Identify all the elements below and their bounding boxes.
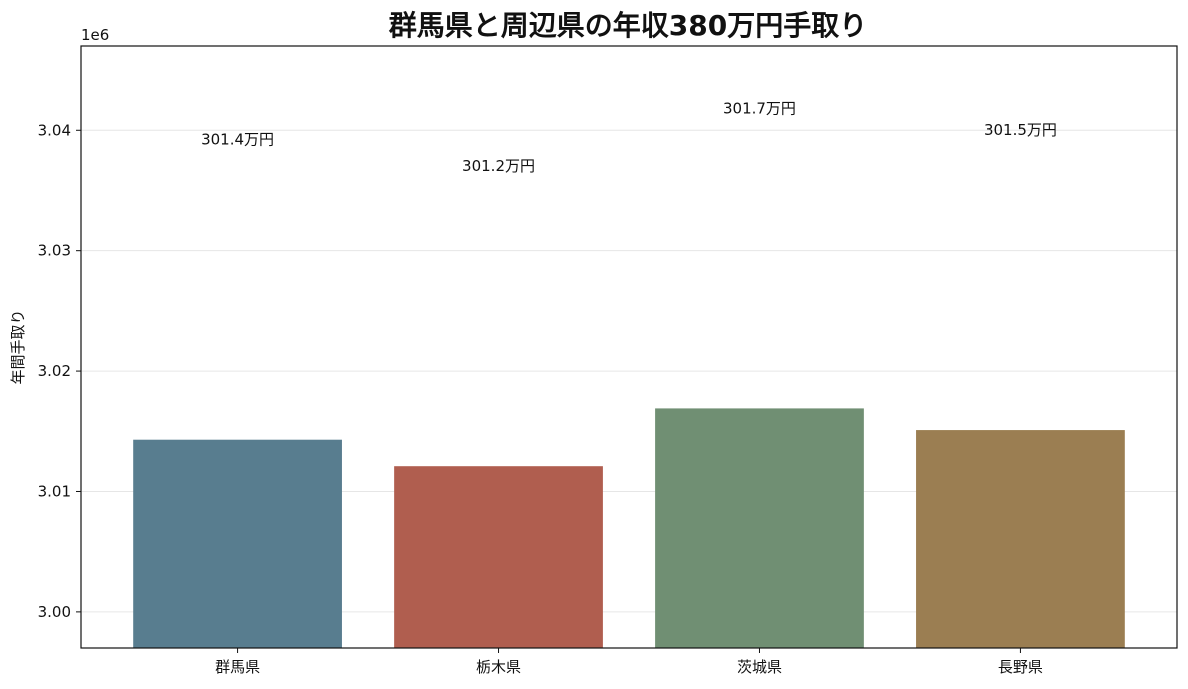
x-tick-label: 栃木県	[476, 658, 521, 676]
y-axis-ticks: 3.00 3.01 3.02 3.03 3.04	[38, 121, 81, 621]
bars	[133, 408, 1125, 648]
y-axis-label: 年間手取り	[9, 309, 27, 384]
y-tick-label: 3.01	[38, 482, 71, 500]
data-labels: 301.4万円 301.2万円 301.7万円 301.5万円	[201, 99, 1057, 175]
bar	[916, 430, 1125, 648]
x-tick-label: 茨城県	[737, 658, 782, 676]
bar	[133, 439, 342, 648]
y-tick-label: 3.02	[38, 362, 71, 380]
data-label: 301.7万円	[723, 99, 796, 117]
x-tick-label: 群馬県	[215, 658, 260, 676]
y-tick-label: 3.04	[38, 121, 71, 139]
data-label: 301.4万円	[201, 131, 274, 149]
y-tick-label: 3.00	[38, 603, 71, 621]
y-axis-offset-label: 1e6	[81, 26, 109, 44]
bar	[655, 408, 864, 648]
y-tick-label: 3.03	[38, 242, 71, 260]
data-label: 301.2万円	[462, 157, 535, 175]
chart-title: 群馬県と周辺県の年収380万円手取り	[389, 9, 867, 42]
plot-frame	[80, 45, 1178, 649]
x-tick-label: 長野県	[998, 658, 1043, 676]
bar	[394, 466, 603, 648]
x-axis-ticks: 群馬県 栃木県 茨城県 長野県	[215, 648, 1043, 676]
data-label: 301.5万円	[984, 121, 1057, 139]
